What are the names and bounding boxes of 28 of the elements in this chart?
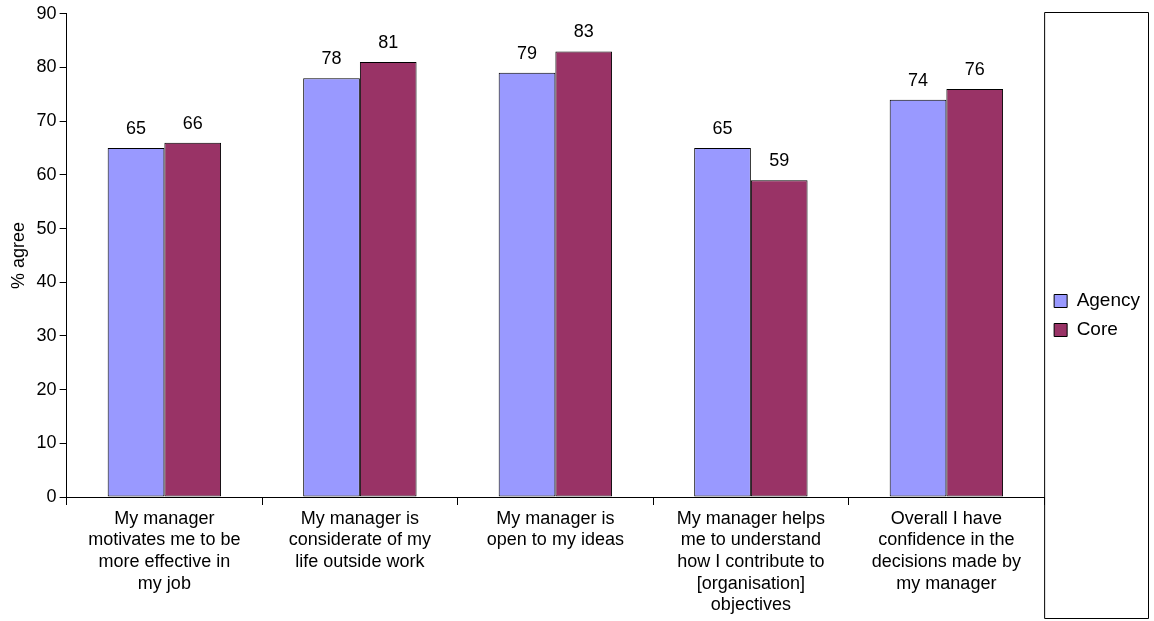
y-tick-label: 80 [36,56,57,77]
data-label: 65 [712,117,733,138]
y-tick-label: 20 [36,378,57,399]
y-tick-label: 30 [36,324,57,345]
data-label: 78 [321,48,342,69]
y-tick-label: 90 [36,2,57,23]
data-label: 66 [182,112,203,133]
y-tick-label: 60 [36,163,57,184]
y-tick-label: 10 [36,432,57,453]
data-label: 74 [908,69,929,90]
data-label: 65 [126,117,147,138]
x-tick-label: My manager motivates me to be more effective in my job [88,507,241,593]
data-label: 83 [573,21,594,42]
data-label: 79 [517,42,538,63]
y-tick-label: 40 [36,271,57,292]
data-label: 59 [769,150,790,171]
data-label: 81 [378,32,399,53]
x-tick-label: Overall I have confidence in the decisions made by my manager [871,507,1021,593]
y-axis-title: % agree [7,221,28,289]
y-tick-label: 50 [36,217,57,238]
legend-label: Core [1076,318,1118,340]
x-tick-label: My manager helps me to understand how I contribute to [organisation] objectives [676,507,825,615]
y-tick-label: 70 [36,110,57,131]
legend-label: Agency [1076,289,1141,311]
data-label: 76 [964,58,985,79]
x-tick-label: My manager is considerate of my life outside work [288,507,431,571]
y-tick-label: 0 [46,485,57,506]
x-tick-label: My manager is open to my ideas [486,507,624,550]
